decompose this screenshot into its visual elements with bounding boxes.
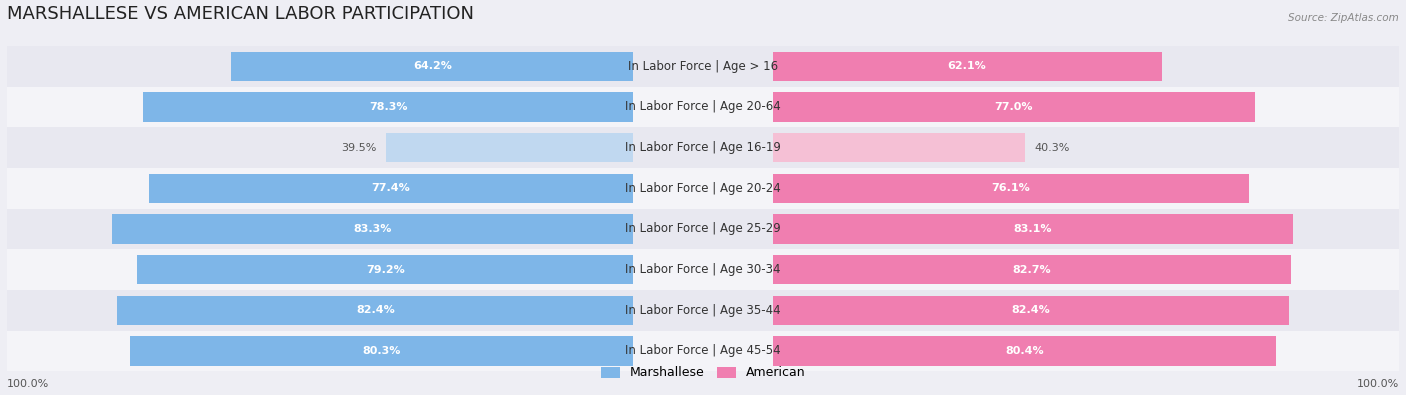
Text: 80.4%: 80.4% — [1005, 346, 1043, 356]
Bar — [773, 295, 1289, 325]
Text: In Labor Force | Age 20-24: In Labor Force | Age 20-24 — [626, 182, 780, 195]
Text: 78.3%: 78.3% — [368, 102, 408, 112]
Text: In Labor Force | Age 45-54: In Labor Force | Age 45-54 — [626, 344, 780, 357]
Text: In Labor Force | Age 16-19: In Labor Force | Age 16-19 — [626, 141, 780, 154]
Bar — [7, 87, 1399, 127]
Bar — [7, 168, 1399, 209]
Text: 79.2%: 79.2% — [366, 265, 405, 275]
Text: 40.3%: 40.3% — [1035, 143, 1070, 152]
Bar — [773, 336, 1277, 365]
Text: 100.0%: 100.0% — [1357, 378, 1399, 389]
Bar — [7, 46, 1399, 87]
Text: 64.2%: 64.2% — [413, 61, 451, 71]
Legend: Marshallese, American: Marshallese, American — [596, 361, 810, 384]
Text: In Labor Force | Age > 16: In Labor Force | Age > 16 — [628, 60, 778, 73]
Text: 77.0%: 77.0% — [994, 102, 1033, 112]
Text: 62.1%: 62.1% — [948, 61, 987, 71]
Bar — [773, 92, 1256, 122]
Bar — [117, 295, 633, 325]
Text: 39.5%: 39.5% — [342, 143, 377, 152]
Bar — [773, 255, 1291, 284]
Bar — [143, 92, 633, 122]
Bar — [138, 255, 633, 284]
Bar — [385, 133, 633, 162]
Bar — [773, 214, 1294, 243]
Bar — [773, 173, 1250, 203]
Text: MARSHALLESE VS AMERICAN LABOR PARTICIPATION: MARSHALLESE VS AMERICAN LABOR PARTICIPAT… — [7, 6, 474, 23]
Bar — [773, 133, 1025, 162]
Text: In Labor Force | Age 25-29: In Labor Force | Age 25-29 — [626, 222, 780, 235]
Text: 82.4%: 82.4% — [356, 305, 395, 315]
Text: 83.1%: 83.1% — [1014, 224, 1052, 234]
Bar — [7, 127, 1399, 168]
Bar — [7, 290, 1399, 331]
Text: 80.3%: 80.3% — [363, 346, 401, 356]
Text: 82.4%: 82.4% — [1011, 305, 1050, 315]
Text: In Labor Force | Age 20-64: In Labor Force | Age 20-64 — [626, 100, 780, 113]
Bar — [7, 209, 1399, 249]
Bar — [231, 52, 633, 81]
Bar — [773, 52, 1161, 81]
Text: In Labor Force | Age 35-44: In Labor Force | Age 35-44 — [626, 304, 780, 317]
Bar — [7, 331, 1399, 371]
Text: 100.0%: 100.0% — [7, 378, 49, 389]
Bar — [131, 336, 633, 365]
Bar — [149, 173, 633, 203]
Text: 77.4%: 77.4% — [371, 183, 411, 193]
Text: Source: ZipAtlas.com: Source: ZipAtlas.com — [1288, 13, 1399, 23]
Bar — [111, 214, 633, 243]
Text: In Labor Force | Age 30-34: In Labor Force | Age 30-34 — [626, 263, 780, 276]
Bar — [7, 249, 1399, 290]
Text: 83.3%: 83.3% — [353, 224, 392, 234]
Text: 76.1%: 76.1% — [991, 183, 1031, 193]
Text: 82.7%: 82.7% — [1012, 265, 1050, 275]
